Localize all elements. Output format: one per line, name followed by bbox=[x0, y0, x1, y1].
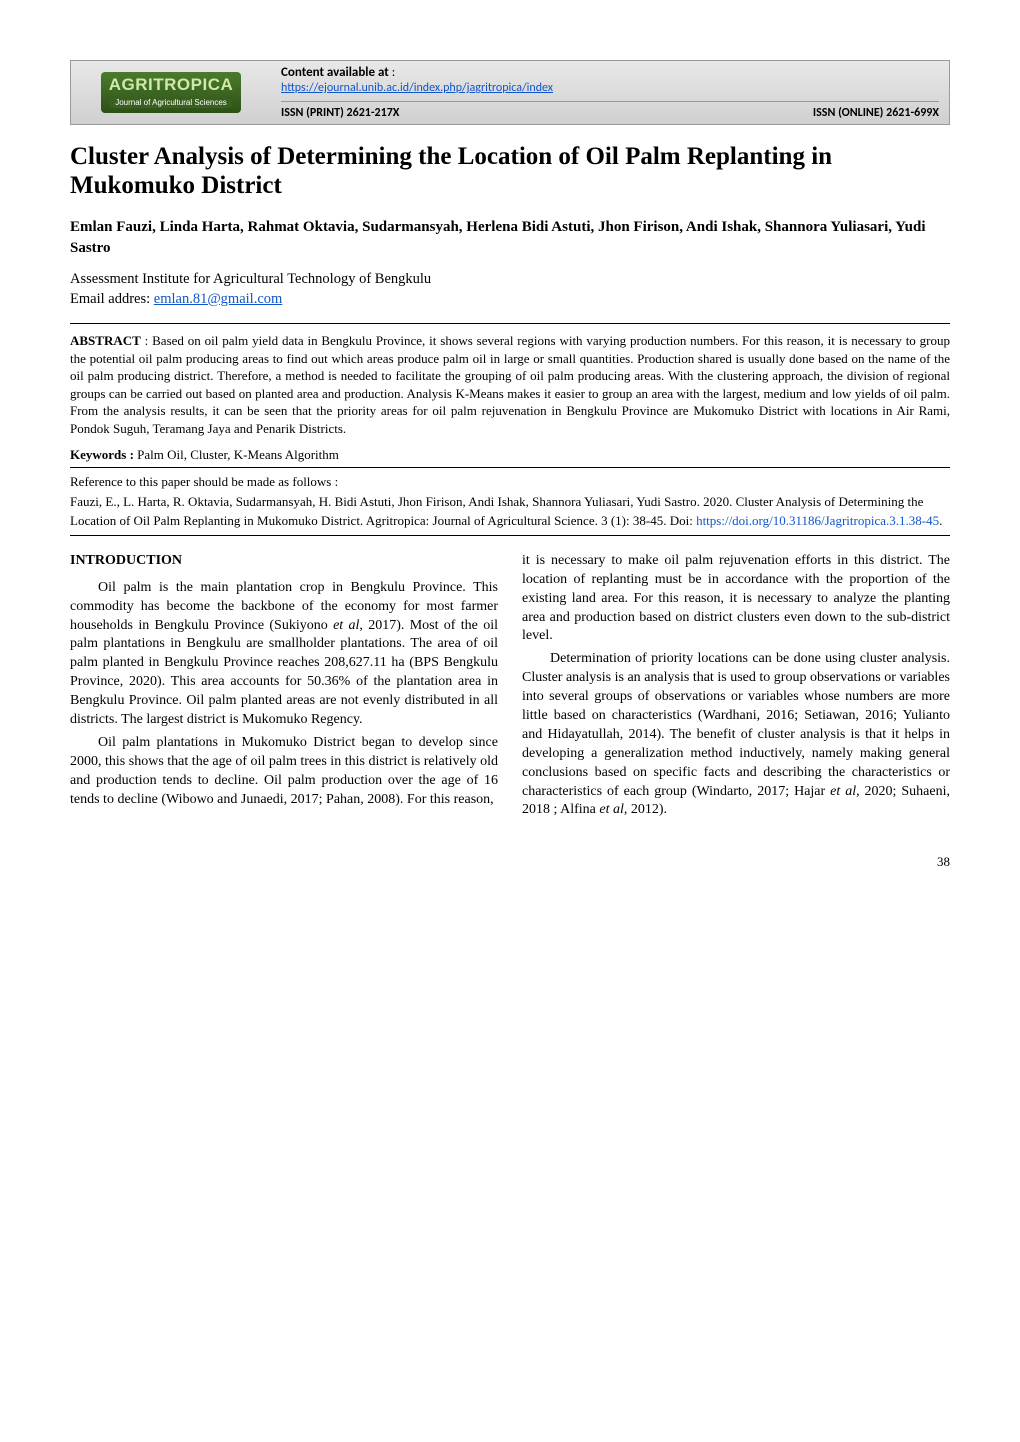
affiliation-email-label: Email addres: bbox=[70, 291, 154, 307]
journal-header: AGRITROPICA Journal of Agricultural Scie… bbox=[70, 60, 950, 125]
intro-paragraph-2: Oil palm plantations in Mukomuko Distric… bbox=[70, 734, 498, 810]
intro-paragraph-3: it is necessary to make oil palm rejuven… bbox=[522, 552, 950, 646]
left-column: INTRODUCTION Oil palm is the main planta… bbox=[70, 552, 498, 824]
paper-title: Cluster Analysis of Determining the Loca… bbox=[70, 143, 950, 201]
authors: Emlan Fauzi, Linda Harta, Rahmat Oktavia… bbox=[70, 217, 950, 259]
keywords: Keywords : Palm Oil, Cluster, K-Means Al… bbox=[70, 447, 950, 463]
author-email-link[interactable]: emlan.81@gmail.com bbox=[154, 291, 283, 307]
issn-online: ISSN (ONLINE) 2621-699X bbox=[813, 106, 939, 120]
abstract: ABSTRACT : Based on oil palm yield data … bbox=[70, 332, 950, 437]
reference-intro: Reference to this paper should be made a… bbox=[70, 474, 338, 489]
intro-paragraph-1: Oil palm is the main plantation crop in … bbox=[70, 579, 498, 730]
issn-print: ISSN (PRINT) 2621-217X bbox=[281, 106, 399, 120]
affiliation-institute: Assessment Institute for Agricultural Te… bbox=[70, 271, 431, 287]
body-columns: INTRODUCTION Oil palm is the main planta… bbox=[70, 552, 950, 824]
right-column: it is necessary to make oil palm rejuven… bbox=[522, 552, 950, 824]
content-available-label: Content available at bbox=[281, 65, 389, 80]
doi-link[interactable]: https://doi.org/10.31186/Jagritropica.3.… bbox=[696, 513, 939, 528]
abstract-label: ABSTRACT bbox=[70, 333, 141, 348]
abstract-text: : Based on oil palm yield data in Bengku… bbox=[70, 333, 950, 436]
reference-citation-box: Reference to this paper should be made a… bbox=[70, 467, 950, 536]
keywords-label: Keywords : bbox=[70, 447, 134, 462]
page-number: 38 bbox=[70, 854, 950, 870]
logo-subtitle: Journal of Agricultural Sciences bbox=[109, 98, 233, 108]
divider bbox=[70, 323, 950, 324]
intro-paragraph-4: Determination of priority locations can … bbox=[522, 650, 950, 820]
introduction-heading: INTRODUCTION bbox=[70, 552, 498, 571]
keywords-text: Palm Oil, Cluster, K-Means Algorithm bbox=[134, 447, 339, 462]
journal-logo: AGRITROPICA Journal of Agricultural Scie… bbox=[71, 61, 271, 124]
journal-url-link[interactable]: https://ejournal.unib.ac.id/index.php/ja… bbox=[281, 81, 553, 95]
affiliation: Assessment Institute for Agricultural Te… bbox=[70, 269, 950, 310]
logo-title: AGRITROPICA bbox=[109, 76, 234, 93]
